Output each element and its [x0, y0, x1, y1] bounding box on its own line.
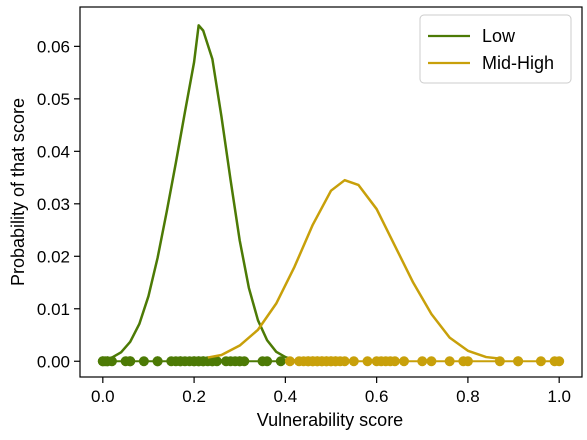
x-tick-label: 0.4 [274, 387, 298, 406]
data-point-low [239, 356, 250, 367]
series-layer [97, 24, 565, 367]
data-point-mid-high [362, 356, 373, 367]
data-point-low [125, 356, 136, 367]
plot-frame [79, 6, 583, 378]
data-point-low [138, 356, 149, 367]
legend-label-low: Low [482, 26, 516, 46]
series-line-low [111, 24, 291, 360]
legend: Low Mid-High [419, 14, 572, 84]
data-point-mid-high [348, 356, 359, 367]
data-point-low [262, 356, 273, 367]
x-tick-label: 0.2 [182, 387, 206, 406]
y-tick-label: 0.02 [37, 247, 70, 266]
y-tick-label: 0.00 [37, 352, 70, 371]
data-point-mid-high [339, 356, 350, 367]
y-tick-label: 0.05 [37, 90, 70, 109]
data-point-mid-high [444, 356, 455, 367]
data-point-low [152, 356, 163, 367]
x-tick-label: 0.6 [365, 387, 389, 406]
x-tick-label: 0.0 [91, 387, 115, 406]
y-tick-label: 0.01 [37, 300, 70, 319]
y-tick-label: 0.03 [37, 195, 70, 214]
data-point-low [106, 356, 117, 367]
legend-label-mid-high: Mid-High [482, 53, 554, 73]
data-point-mid-high [554, 356, 565, 367]
data-point-mid-high [494, 356, 505, 367]
series-line-mid-high [207, 178, 500, 360]
y-axis-label: Probability of that score [8, 98, 28, 286]
data-point-mid-high [284, 356, 295, 367]
data-point-mid-high [462, 356, 473, 367]
data-point-mid-high [399, 356, 410, 367]
data-point-low [275, 356, 286, 367]
data-point-mid-high [426, 356, 437, 367]
data-point-mid-high [389, 356, 400, 367]
x-tick-label: 1.0 [547, 387, 571, 406]
data-point-mid-high [513, 356, 524, 367]
x-tick-label: 0.8 [456, 387, 480, 406]
y-tick-label: 0.06 [37, 37, 70, 56]
y-axis-ticks: 0.00 0.01 0.02 0.03 0.04 0.05 0.06 [37, 37, 80, 371]
x-axis-label: Vulnerability score [257, 410, 403, 430]
data-point-mid-high [417, 356, 428, 367]
data-point-mid-high [535, 356, 546, 367]
x-axis-ticks: 0.0 0.2 0.4 0.6 0.8 1.0 [91, 377, 571, 406]
legend-box [419, 14, 572, 84]
y-tick-label: 0.04 [37, 142, 70, 161]
data-point-low [211, 356, 222, 367]
